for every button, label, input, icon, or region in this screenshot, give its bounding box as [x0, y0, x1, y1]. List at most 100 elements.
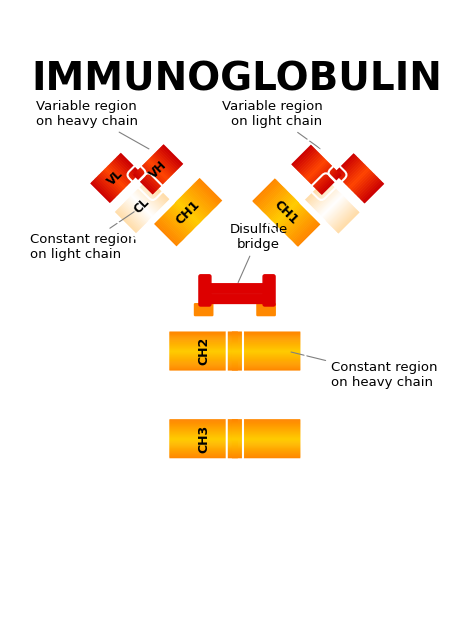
- FancyBboxPatch shape: [334, 208, 356, 231]
- FancyBboxPatch shape: [169, 440, 238, 442]
- FancyBboxPatch shape: [91, 181, 112, 202]
- FancyBboxPatch shape: [118, 208, 140, 231]
- FancyBboxPatch shape: [232, 347, 301, 348]
- FancyBboxPatch shape: [255, 181, 279, 205]
- FancyBboxPatch shape: [169, 431, 238, 432]
- FancyBboxPatch shape: [341, 160, 362, 181]
- FancyBboxPatch shape: [185, 190, 210, 215]
- FancyBboxPatch shape: [151, 156, 172, 176]
- FancyBboxPatch shape: [293, 147, 314, 168]
- FancyBboxPatch shape: [98, 175, 118, 195]
- FancyBboxPatch shape: [294, 220, 319, 244]
- FancyBboxPatch shape: [290, 215, 314, 240]
- FancyBboxPatch shape: [232, 425, 301, 427]
- FancyBboxPatch shape: [314, 188, 337, 210]
- FancyBboxPatch shape: [191, 185, 216, 209]
- FancyBboxPatch shape: [147, 178, 170, 201]
- FancyBboxPatch shape: [362, 181, 383, 202]
- FancyBboxPatch shape: [303, 157, 324, 178]
- FancyBboxPatch shape: [169, 426, 238, 428]
- FancyBboxPatch shape: [232, 359, 301, 361]
- FancyBboxPatch shape: [100, 173, 121, 193]
- FancyBboxPatch shape: [232, 444, 301, 446]
- FancyBboxPatch shape: [232, 453, 301, 454]
- FancyBboxPatch shape: [310, 164, 331, 185]
- FancyBboxPatch shape: [232, 441, 301, 443]
- FancyBboxPatch shape: [169, 365, 238, 367]
- FancyBboxPatch shape: [309, 162, 329, 183]
- FancyBboxPatch shape: [232, 345, 301, 346]
- FancyBboxPatch shape: [302, 156, 323, 177]
- FancyBboxPatch shape: [182, 194, 206, 218]
- FancyBboxPatch shape: [232, 338, 301, 340]
- FancyBboxPatch shape: [123, 202, 146, 225]
- FancyBboxPatch shape: [295, 149, 316, 169]
- FancyBboxPatch shape: [161, 146, 182, 166]
- FancyBboxPatch shape: [353, 172, 374, 193]
- FancyBboxPatch shape: [130, 196, 152, 218]
- FancyBboxPatch shape: [347, 167, 368, 188]
- FancyBboxPatch shape: [232, 433, 301, 434]
- Text: CH3: CH3: [197, 425, 210, 453]
- FancyBboxPatch shape: [349, 168, 370, 189]
- FancyBboxPatch shape: [169, 446, 238, 448]
- FancyBboxPatch shape: [363, 182, 383, 203]
- FancyBboxPatch shape: [118, 154, 139, 175]
- FancyBboxPatch shape: [232, 331, 301, 333]
- Text: Disulfide
bridge: Disulfide bridge: [229, 223, 288, 282]
- FancyBboxPatch shape: [281, 207, 305, 231]
- FancyBboxPatch shape: [169, 445, 238, 447]
- FancyBboxPatch shape: [232, 435, 301, 436]
- FancyBboxPatch shape: [169, 333, 238, 334]
- FancyBboxPatch shape: [158, 217, 182, 242]
- FancyBboxPatch shape: [91, 181, 112, 202]
- FancyBboxPatch shape: [149, 158, 170, 179]
- FancyBboxPatch shape: [169, 338, 238, 340]
- FancyBboxPatch shape: [307, 181, 330, 203]
- FancyBboxPatch shape: [128, 198, 150, 220]
- FancyBboxPatch shape: [169, 427, 238, 428]
- FancyBboxPatch shape: [108, 164, 129, 185]
- FancyBboxPatch shape: [119, 207, 141, 229]
- FancyBboxPatch shape: [127, 199, 149, 222]
- FancyBboxPatch shape: [232, 367, 301, 369]
- FancyBboxPatch shape: [169, 343, 238, 345]
- FancyBboxPatch shape: [111, 161, 132, 182]
- FancyBboxPatch shape: [325, 198, 347, 221]
- FancyBboxPatch shape: [119, 152, 140, 174]
- FancyBboxPatch shape: [267, 193, 291, 217]
- FancyBboxPatch shape: [200, 284, 274, 293]
- FancyBboxPatch shape: [278, 204, 302, 229]
- FancyBboxPatch shape: [232, 343, 301, 345]
- FancyBboxPatch shape: [140, 166, 161, 187]
- FancyBboxPatch shape: [142, 183, 165, 206]
- FancyBboxPatch shape: [329, 203, 351, 226]
- FancyBboxPatch shape: [350, 169, 371, 190]
- FancyBboxPatch shape: [309, 183, 331, 205]
- FancyBboxPatch shape: [169, 346, 238, 348]
- FancyBboxPatch shape: [156, 150, 177, 171]
- FancyBboxPatch shape: [169, 360, 238, 362]
- FancyBboxPatch shape: [273, 198, 297, 223]
- FancyBboxPatch shape: [133, 192, 155, 215]
- FancyBboxPatch shape: [174, 202, 199, 226]
- FancyBboxPatch shape: [115, 158, 136, 178]
- FancyBboxPatch shape: [169, 359, 238, 361]
- FancyBboxPatch shape: [169, 448, 238, 450]
- FancyBboxPatch shape: [311, 164, 332, 185]
- FancyBboxPatch shape: [298, 151, 319, 172]
- FancyBboxPatch shape: [232, 369, 301, 370]
- FancyBboxPatch shape: [342, 161, 363, 182]
- FancyBboxPatch shape: [338, 158, 359, 178]
- FancyBboxPatch shape: [252, 178, 276, 203]
- FancyBboxPatch shape: [306, 180, 328, 202]
- FancyBboxPatch shape: [292, 146, 314, 167]
- FancyBboxPatch shape: [232, 442, 301, 444]
- FancyBboxPatch shape: [129, 197, 151, 219]
- FancyBboxPatch shape: [276, 202, 300, 226]
- FancyBboxPatch shape: [166, 210, 191, 234]
- FancyBboxPatch shape: [141, 185, 163, 207]
- FancyBboxPatch shape: [232, 342, 301, 343]
- FancyBboxPatch shape: [302, 155, 323, 176]
- FancyBboxPatch shape: [188, 188, 212, 212]
